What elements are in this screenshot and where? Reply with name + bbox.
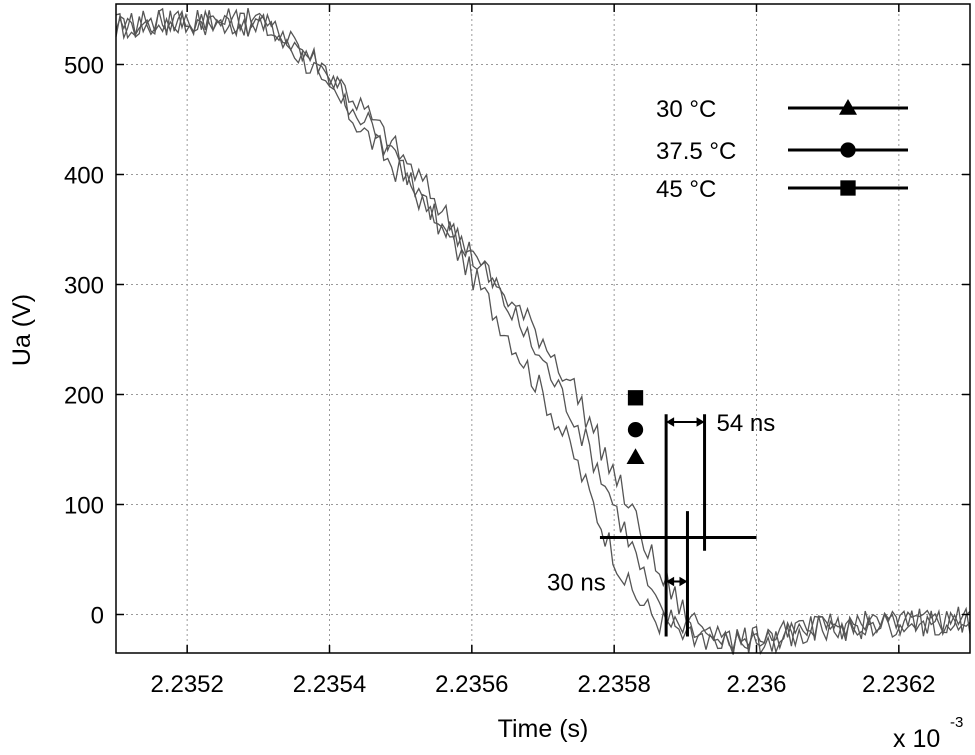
y-tick-label: 400 [64,163,104,190]
series-line-2 [115,8,971,653]
x-tick-label: 2.2356 [435,671,508,698]
x-tick-label: 2.2354 [293,671,366,698]
arrow-head [696,417,705,427]
y-tick-label: 500 [64,53,104,80]
x-tick-label: 2.236 [726,671,786,698]
y-tick-label: 200 [64,383,104,410]
y-tick-label: 300 [64,273,104,300]
label-54ns: 54 ns [717,410,776,437]
square-marker [627,390,644,406]
y-tick-label: 0 [91,603,104,630]
y-axis-label: Ua (V) [8,294,36,366]
legend-square-marker [840,180,856,196]
legend-circle-marker [840,142,856,158]
legend-triangle-marker [839,99,857,115]
x-tick-label: 2.2362 [862,671,935,698]
arrow-head [679,576,688,587]
axis-ticks: 2.2352 2.2354 2.2356 2.2358 2.236 2.2362 0 100 2… [64,4,970,698]
x-multiplier-label: x 10 [893,725,940,753]
circle-marker [627,422,644,438]
series-line-1 [115,7,971,655]
plot-frame [115,3,971,654]
x-axis-label: Time (s) [498,715,589,743]
legend-label-3: 45 °C [656,176,716,203]
legend: 30 °C 37.5 °C 45 °C [656,96,908,203]
label-30ns: 30 ns [547,570,606,597]
grid-lines [116,4,970,653]
triangle-marker [626,448,645,464]
data-traces [115,7,971,656]
y-tick-label: 100 [64,493,104,520]
legend-label-1: 30 °C [656,96,716,123]
x-tick-label: 2.2358 [577,671,650,698]
arrow-head [666,576,675,587]
annotations: 54 ns 30 ns [547,390,776,637]
legend-label-2: 37.5 °C [656,138,736,165]
series-line-3 [115,7,971,656]
x-multiplier-exponent: -3 [950,714,963,731]
arrow-head [666,417,675,427]
x-tick-label: 2.2352 [150,671,223,698]
